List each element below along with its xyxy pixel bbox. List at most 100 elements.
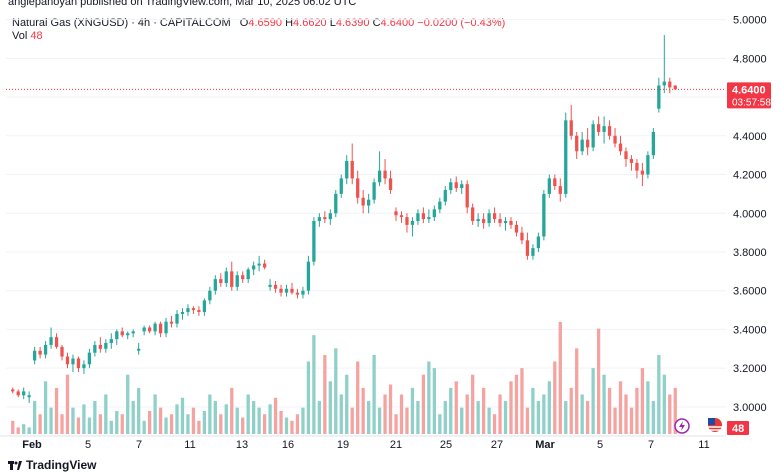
candle-body [71, 358, 75, 365]
volume-bar [153, 394, 157, 434]
volume-bar [613, 407, 617, 434]
volume-bar [76, 417, 81, 434]
candle-body [427, 217, 431, 220]
volume-bar [536, 401, 541, 434]
volume-bar [471, 374, 475, 434]
candle-body [208, 290, 212, 301]
candle-body [366, 199, 371, 206]
candle-body [213, 279, 217, 291]
volume-bar [635, 387, 639, 434]
volume-bar [98, 414, 102, 434]
tradingview-logo-icon [8, 460, 22, 470]
candle-body [460, 184, 464, 189]
volume-bar [104, 394, 108, 434]
volume-bar [262, 414, 267, 434]
volume-bar [454, 381, 458, 434]
candle-body [87, 352, 92, 365]
volume-bar [388, 384, 393, 434]
candle-body [306, 261, 311, 291]
candle-body [476, 219, 480, 221]
volume-bar [629, 407, 634, 434]
volume-bar [131, 401, 135, 434]
candle-body [662, 81, 666, 86]
volume-bar [137, 387, 141, 434]
volume-bar [252, 401, 256, 434]
volume-bar [312, 335, 316, 434]
volume-bar [416, 401, 420, 434]
volume-bar [169, 414, 174, 434]
price-axis[interactable]: 3.0000 3.2000 3.4000 3.6000 3.8000 4.0000 4.20… [733, 15, 767, 414]
volume-bar [115, 410, 119, 434]
candle-body [16, 391, 20, 396]
candle-body [569, 120, 573, 136]
volume-bar [328, 381, 332, 434]
volume-bar [268, 404, 272, 434]
candle-body [536, 236, 541, 249]
volume-bar [657, 354, 661, 434]
candle-body [629, 159, 634, 163]
volume-bar [87, 417, 92, 434]
candle-body [54, 337, 59, 347]
candle-body [224, 271, 228, 283]
price-tick-label: 5.0000 [733, 15, 767, 27]
candle-body [32, 350, 37, 361]
candle-body [142, 327, 146, 332]
volume-bar [421, 374, 426, 434]
low-label: L [329, 17, 336, 29]
volume-bar [202, 410, 207, 434]
candle-body [279, 288, 283, 293]
volume-bar [323, 354, 327, 434]
volume-bar [443, 401, 447, 434]
candle-body [235, 275, 239, 287]
volume-bar [54, 387, 59, 434]
candle-body [410, 221, 415, 225]
candle-body [514, 224, 519, 233]
volume-bar [564, 401, 568, 434]
candle-body [421, 213, 426, 220]
candle-body [120, 331, 124, 336]
candle-body [438, 201, 442, 210]
candle-body [273, 284, 278, 289]
volume-bar [487, 407, 491, 434]
candle-body [449, 182, 453, 191]
volume-bar [640, 368, 645, 434]
close-label: C [372, 17, 381, 29]
price-tick-label: 3.4000 [733, 324, 767, 336]
volume-bar [65, 374, 70, 434]
candle-body [268, 284, 272, 287]
candle-body [547, 178, 551, 194]
candle-body [169, 321, 174, 324]
candle-body [405, 217, 409, 225]
volume-bar [339, 394, 343, 434]
volume-bar [602, 374, 606, 434]
volume-badge-value: 48 [732, 423, 744, 435]
volume-bar [219, 414, 223, 434]
volume-bar [306, 361, 311, 434]
volume-bar [427, 361, 431, 434]
time-axis[interactable]: Feb 5 7 11 13 16 19 21 25 27 Mar 5 7 11 [0, 435, 726, 451]
volume-bar [662, 374, 666, 434]
candle-body [175, 313, 179, 324]
grid [6, 19, 726, 408]
time-tick-label: 25 [440, 439, 452, 451]
candle-body [345, 160, 349, 179]
volume-bar [191, 407, 196, 434]
candle-body [158, 323, 163, 334]
candle-body [492, 213, 497, 220]
volume-bar [295, 414, 300, 434]
volume-bar [175, 404, 179, 434]
candle-body [596, 124, 601, 132]
price-tick-label: 3.8000 [733, 247, 767, 259]
price-tick-label: 3.2000 [733, 363, 767, 375]
price-tick-label: 4.4000 [733, 131, 767, 143]
candle-body [339, 178, 343, 194]
volume-bar [246, 394, 250, 434]
candle-body [11, 389, 15, 392]
volume-bar [164, 417, 168, 434]
high-label: H [285, 17, 294, 29]
footer-brand[interactable]: TradingView [8, 458, 96, 472]
candle-body [137, 348, 141, 351]
candle-body [553, 178, 557, 187]
volume-bar [673, 387, 677, 434]
